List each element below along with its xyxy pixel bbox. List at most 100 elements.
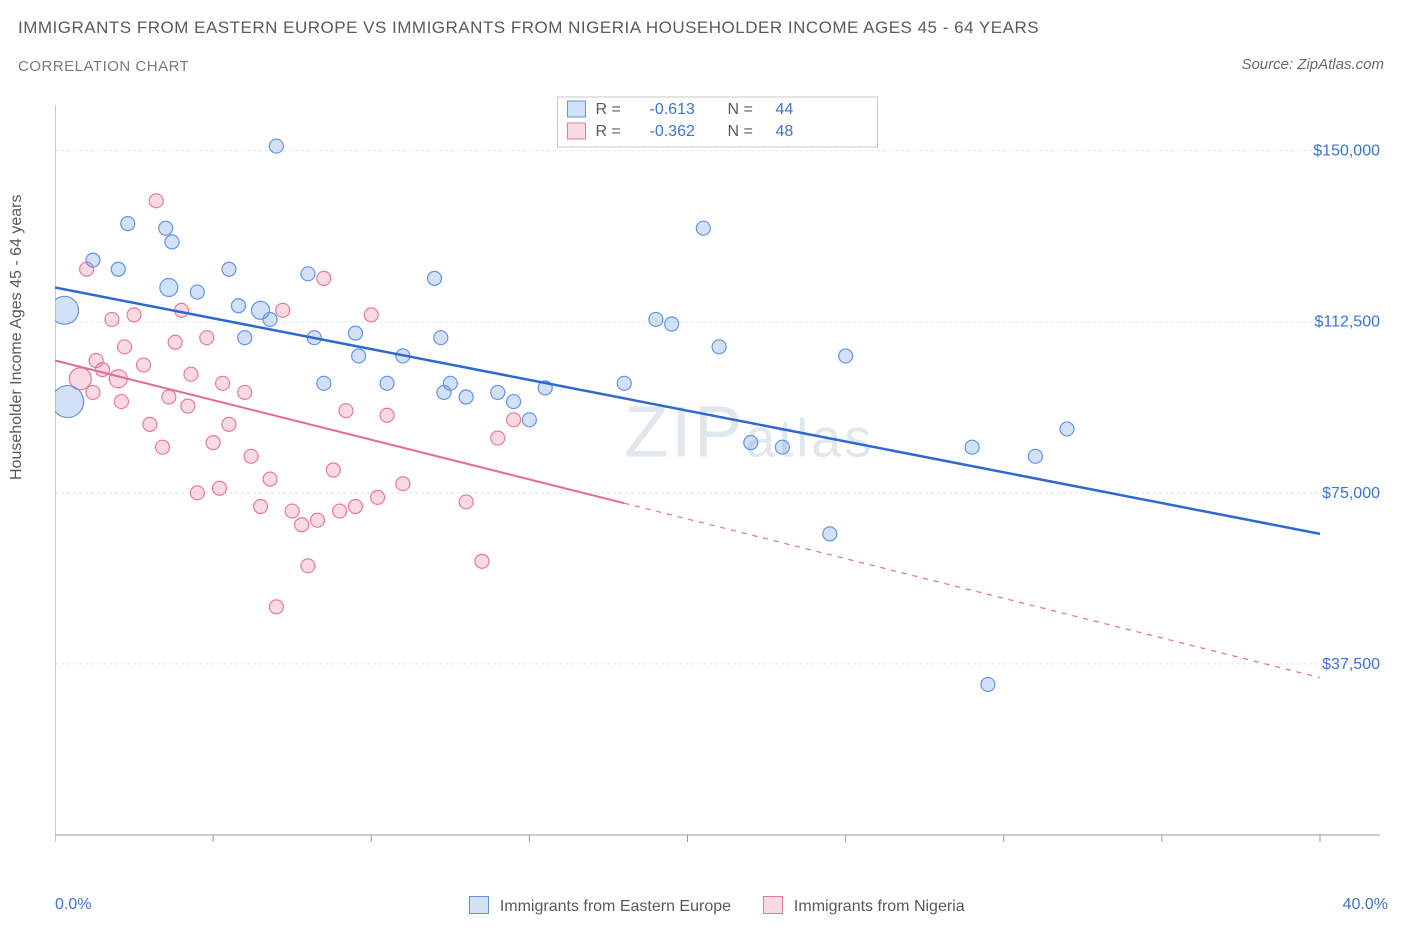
scatter-point-series2 <box>310 513 324 527</box>
scatter-point-series2 <box>238 385 252 399</box>
scatter-point-series1 <box>459 390 473 404</box>
scatter-point-series2 <box>168 335 182 349</box>
scatter-point-series1 <box>121 217 135 231</box>
scatter-point-series1 <box>665 317 679 331</box>
scatter-point-series2 <box>491 431 505 445</box>
scatter-point-series2 <box>181 399 195 413</box>
regression-line-series1 <box>55 288 1320 534</box>
scatter-plot: $37,500 $75,000 $112,500 $150,000 ZIPatlas R … <box>55 95 1390 855</box>
scatter-point-series2 <box>184 367 198 381</box>
scatter-point-series1 <box>231 299 245 313</box>
legend-r-prefix: R = <box>596 101 621 118</box>
legend-n-value: 44 <box>776 101 794 118</box>
scatter-point-series2 <box>276 303 290 317</box>
scatter-point-series1 <box>86 253 100 267</box>
scatter-point-series1 <box>434 331 448 345</box>
source-citation: Source: ZipAtlas.com <box>1241 56 1384 73</box>
scatter-point-series2 <box>285 504 299 518</box>
scatter-point-series2 <box>127 308 141 322</box>
scatter-point-series2 <box>371 490 385 504</box>
scatter-point-series2 <box>190 486 204 500</box>
scatter-point-series2 <box>143 417 157 431</box>
legend-label-series2: Immigrants from Nigeria <box>794 898 965 915</box>
scatter-point-series1 <box>491 385 505 399</box>
scatter-point-series2 <box>317 271 331 285</box>
y-tick-label: $150,000 <box>1313 143 1380 160</box>
scatter-point-series1 <box>222 262 236 276</box>
legend-n-value: 48 <box>776 123 794 140</box>
scatter-point-series1 <box>981 677 995 691</box>
scatter-point-series1 <box>522 413 536 427</box>
scatter-point-series2 <box>206 436 220 450</box>
scatter-point-series2 <box>114 395 128 409</box>
scatter-point-series1 <box>965 440 979 454</box>
scatter-point-series2 <box>364 308 378 322</box>
scatter-point-series1 <box>159 221 173 235</box>
scatter-point-series2 <box>105 312 119 326</box>
scatter-point-series1 <box>160 279 178 297</box>
scatter-point-series1 <box>317 376 331 390</box>
y-tick-label: $37,500 <box>1322 656 1380 673</box>
scatter-point-series2 <box>212 481 226 495</box>
scatter-point-series2 <box>301 559 315 573</box>
scatter-point-series1 <box>352 349 366 363</box>
y-tick-label: $112,500 <box>1314 314 1380 331</box>
chart-subtitle: CORRELATION CHART <box>18 58 189 75</box>
scatter-point-series2 <box>396 477 410 491</box>
legend-n-prefix: N = <box>728 101 753 118</box>
scatter-point-series1 <box>165 235 179 249</box>
scatter-point-series1 <box>507 395 521 409</box>
watermark: ZIPatlas <box>624 392 874 472</box>
scatter-point-series2 <box>507 413 521 427</box>
scatter-point-series2 <box>216 376 230 390</box>
scatter-point-series1 <box>269 139 283 153</box>
scatter-point-series2 <box>222 417 236 431</box>
legend-r-value: -0.613 <box>650 101 695 118</box>
legend-n-prefix: N = <box>728 123 753 140</box>
legend-swatch-series1 <box>469 896 489 914</box>
scatter-point-series1 <box>263 312 277 326</box>
scatter-point-series1 <box>443 376 457 390</box>
scatter-point-series2 <box>149 194 163 208</box>
scatter-point-series2 <box>459 495 473 509</box>
scatter-point-series1 <box>712 340 726 354</box>
legend-swatch <box>568 123 586 139</box>
scatter-point-series2 <box>475 554 489 568</box>
scatter-point-series1 <box>111 262 125 276</box>
scatter-point-series2 <box>254 500 268 514</box>
y-tick-label: $75,000 <box>1322 485 1380 502</box>
scatter-point-series2 <box>295 518 309 532</box>
legend-swatch-series2 <box>763 896 783 914</box>
legend-label-series1: Immigrants from Eastern Europe <box>500 898 731 915</box>
scatter-point-series2 <box>380 408 394 422</box>
scatter-point-series2 <box>263 472 277 486</box>
scatter-point-series1 <box>348 326 362 340</box>
scatter-point-series2 <box>339 404 353 418</box>
scatter-point-series2 <box>86 385 100 399</box>
scatter-point-series2 <box>333 504 347 518</box>
scatter-point-series2 <box>348 500 362 514</box>
scatter-point-series1 <box>428 271 442 285</box>
scatter-point-series1 <box>1060 422 1074 436</box>
scatter-point-series2 <box>162 390 176 404</box>
scatter-point-series2 <box>118 340 132 354</box>
bottom-legend: Immigrants from Eastern Europe Immigrant… <box>0 896 1406 916</box>
scatter-point-series1 <box>190 285 204 299</box>
scatter-point-series2 <box>269 600 283 614</box>
y-axis-label: Householder Income Ages 45 - 64 years <box>8 195 26 481</box>
scatter-point-series2 <box>200 331 214 345</box>
scatter-point-series1 <box>823 527 837 541</box>
scatter-point-series2 <box>156 440 170 454</box>
scatter-point-series2 <box>326 463 340 477</box>
scatter-point-series1 <box>617 376 631 390</box>
scatter-point-series1 <box>55 296 78 324</box>
chart-title: IMMIGRANTS FROM EASTERN EUROPE VS IMMIGR… <box>18 18 1039 38</box>
chart-container: IMMIGRANTS FROM EASTERN EUROPE VS IMMIGR… <box>0 0 1406 930</box>
scatter-point-series1 <box>301 267 315 281</box>
scatter-point-series2 <box>137 358 151 372</box>
legend-r-value: -0.362 <box>650 123 695 140</box>
scatter-point-series1 <box>55 386 84 418</box>
regression-line-series2-dashed <box>624 503 1320 677</box>
scatter-point-series1 <box>238 331 252 345</box>
scatter-point-series1 <box>649 312 663 326</box>
